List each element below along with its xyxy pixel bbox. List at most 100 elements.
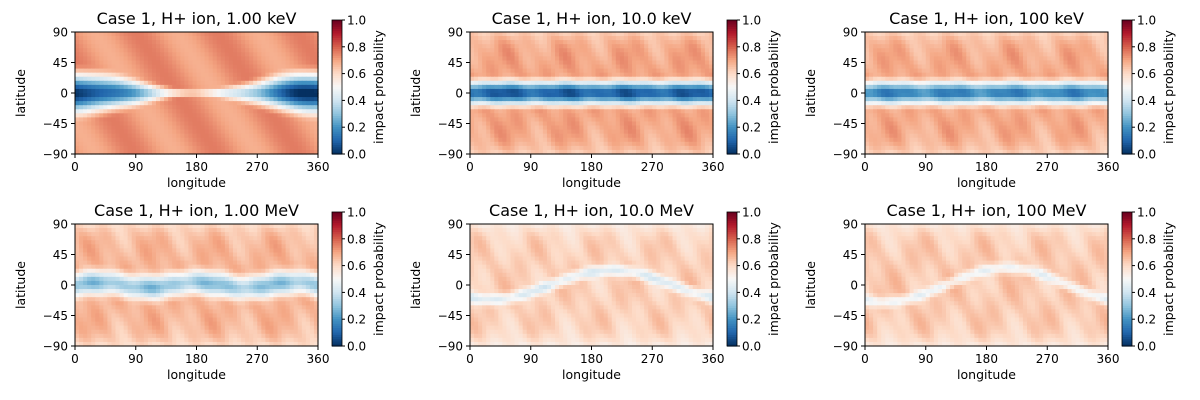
heatmap-cell [1031, 64, 1036, 70]
heatmap-cell [249, 76, 254, 82]
heatmap-cell [909, 88, 915, 94]
heatmap-cell [249, 149, 254, 155]
heatmap-cell [293, 32, 299, 37]
heatmap-cell [232, 40, 238, 45]
heatmap-cell [172, 72, 177, 78]
heatmap-cell [660, 64, 665, 70]
heatmap-cell [607, 133, 613, 139]
heatmap-cell [865, 93, 870, 98]
heatmap-cell [281, 36, 287, 41]
heatmap-cell [83, 105, 88, 110]
heatmap-cell [237, 40, 242, 45]
heatmap-cell [579, 145, 584, 151]
heatmap-cell [131, 117, 137, 123]
heatmap-cell [929, 72, 935, 78]
heatmap-cell [216, 40, 222, 45]
heatmap-cell [522, 121, 528, 127]
heatmap-cell [974, 80, 979, 86]
heatmap-cell [143, 105, 149, 110]
heatmap-cell [672, 133, 678, 139]
heatmap-cell [151, 105, 157, 110]
heatmap-cell [208, 52, 214, 57]
heatmap-cell [241, 109, 246, 114]
heatmap-cell [611, 80, 617, 86]
heatmap-cell [139, 48, 145, 53]
heatmap-cell [555, 76, 560, 82]
heatmap-cell [99, 133, 104, 139]
heatmap-cell [966, 64, 971, 70]
heatmap-cell [1091, 56, 1097, 62]
heatmap-cell [970, 97, 975, 102]
heatmap-cell [978, 36, 984, 41]
heatmap-cell [962, 36, 967, 41]
heatmap-cell [180, 72, 185, 78]
heatmap-cell [127, 80, 133, 86]
heatmap-cell [143, 137, 149, 143]
heatmap-cell [632, 36, 637, 41]
heatmap-cell [486, 109, 491, 114]
heatmap-cell [265, 125, 270, 131]
heatmap-cell [563, 101, 568, 106]
y-tick-label: 45 [448, 56, 463, 70]
heatmap-cell [269, 44, 275, 49]
heatmap-cell [172, 56, 177, 62]
heatmap-cell [534, 145, 540, 151]
heatmap-cell [293, 44, 299, 49]
heatmap-cell [607, 40, 613, 45]
heatmap-cell [168, 93, 173, 98]
heatmap-cell [253, 97, 258, 102]
heatmap-cell [551, 129, 556, 135]
heatmap-cell [478, 76, 483, 82]
heatmap-cell [241, 149, 246, 155]
heatmap-cell [172, 117, 177, 123]
heatmap-cell [692, 137, 698, 143]
heatmap-cell [534, 113, 540, 118]
heatmap-cell [478, 64, 483, 70]
heatmap-cell [599, 56, 605, 62]
heatmap-cell [546, 125, 552, 131]
heatmap-cell [1027, 68, 1032, 74]
heatmap-cell [937, 88, 943, 94]
heatmap-cell [652, 97, 657, 102]
heatmap-cell [1035, 76, 1040, 82]
heatmap-cell [684, 149, 690, 155]
heatmap-cell [200, 76, 206, 82]
heatmap-cell [676, 105, 682, 110]
heatmap-cell [660, 68, 665, 74]
heatmap-cell [245, 141, 250, 147]
heatmap-cell [538, 32, 544, 37]
heatmap-cell [583, 56, 589, 62]
heatmap-cell [180, 88, 185, 94]
heatmap-cell [103, 64, 108, 70]
heatmap-cell [160, 32, 165, 37]
heatmap-cell [1035, 44, 1040, 49]
heatmap-cell [510, 97, 516, 102]
heatmap-cell [200, 145, 206, 151]
heatmap-cell [514, 113, 520, 118]
heatmap-cell [123, 36, 129, 41]
colorbar-segment [727, 46, 737, 50]
heatmap-cell [672, 56, 678, 62]
heatmap-cell [978, 76, 984, 82]
heatmap-cell [228, 117, 234, 123]
heatmap-cell [1006, 60, 1012, 66]
heatmap-cell [184, 141, 189, 147]
heatmap-cell [603, 88, 609, 94]
heatmap-cell [668, 80, 674, 86]
heatmap-cell [538, 121, 544, 127]
heatmap-cell [668, 48, 674, 53]
heatmap-cell [555, 48, 560, 53]
heatmap-cell [277, 56, 283, 62]
heatmap-cell [909, 32, 915, 37]
heatmap-cell [937, 72, 943, 78]
heatmap-cell [1014, 36, 1020, 41]
heatmap-cell [498, 121, 503, 127]
heatmap-cell [1071, 60, 1077, 66]
heatmap-cell [700, 145, 706, 151]
heatmap-cell [261, 121, 266, 127]
heatmap-cell [309, 72, 315, 78]
heatmap-cell [216, 44, 222, 49]
heatmap-cell [196, 121, 202, 127]
heatmap-cell [224, 93, 230, 98]
heatmap-cell [1039, 109, 1044, 114]
